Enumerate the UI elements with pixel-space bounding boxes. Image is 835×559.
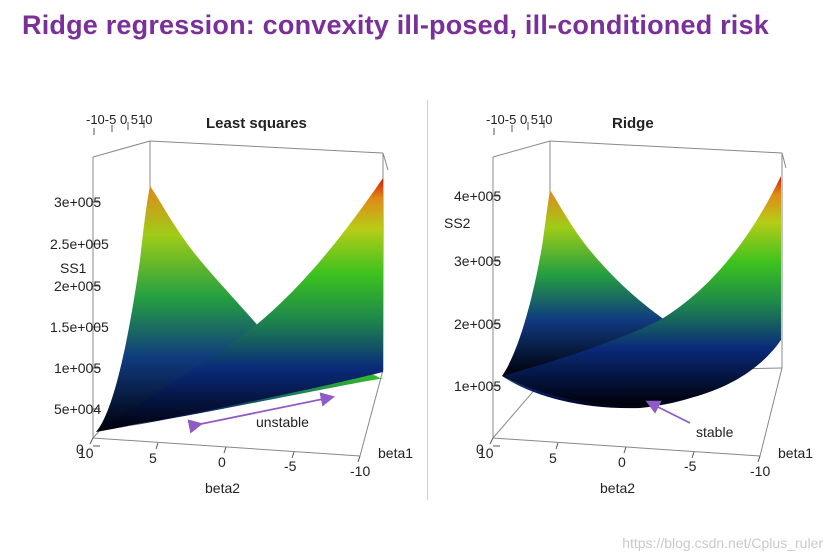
left-z-label: SS1: [60, 260, 87, 276]
right-x-tick-1: 5: [549, 450, 557, 466]
right-top-axis-ticks: -10-5 0 510: [486, 112, 553, 127]
right-top-ticks: [493, 120, 545, 135]
right-x-label: beta2: [600, 480, 635, 496]
left-annotation: unstable: [256, 414, 309, 430]
left-annotation-arrow: [187, 392, 336, 434]
left-z-tick-0: 3e+005: [54, 194, 101, 210]
right-z-tick-1: 3e+005: [454, 253, 501, 269]
left-z-tick-1: 2.5e+005: [50, 236, 109, 252]
left-z-tick-4: 1e+005: [54, 360, 101, 376]
left-z-ticks: [93, 201, 100, 447]
right-x-tick-2: 0: [618, 454, 626, 470]
left-x-tick-4: -10: [350, 463, 370, 479]
watermark: https://blog.csdn.net/Cplus_ruler: [622, 535, 823, 551]
left-plot-title: Least squares: [206, 115, 307, 132]
right-annotation: stable: [696, 424, 734, 440]
right-x-tickmarks: [489, 437, 761, 463]
ridge-plot: -10-5 0 510 Ridge 4e+005 3e+005 2e+005 1…: [444, 112, 813, 496]
left-x-tick-2: 0: [218, 454, 226, 470]
left-y-label: beta1: [378, 445, 413, 461]
right-x-tick-0: 10: [478, 445, 494, 461]
left-z-tick-2: 2e+005: [54, 278, 101, 294]
right-z-tick-0: 4e+005: [454, 188, 501, 204]
slide-title: Ridge regression: convexity ill-posed, i…: [22, 10, 769, 40]
right-z-tick-3: 1e+005: [454, 378, 501, 394]
right-surface-peak: [502, 190, 672, 376]
right-z-tick-2: 2e+005: [454, 316, 501, 332]
right-surface-wing: [502, 176, 781, 406]
right-x-tick-4: -10: [750, 463, 770, 479]
right-y-label: beta1: [778, 445, 813, 461]
right-z-ticks: [493, 195, 500, 447]
left-x-tick-1: 5: [149, 450, 157, 466]
left-x-tickmarks: [89, 437, 361, 463]
right-z-tick-4: 0: [476, 441, 484, 457]
plot-divider: [427, 100, 428, 500]
right-z-label: SS2: [444, 215, 471, 231]
left-z-tick-3: 1.5e+005: [50, 319, 109, 335]
left-z-tick-5: 5e+004: [54, 401, 101, 417]
left-top-axis-ticks: -10-5 0 510: [86, 112, 153, 127]
left-top-ticks: [93, 120, 145, 135]
right-plot-title: Ridge: [612, 115, 654, 132]
right-x-tick-3: -5: [684, 458, 697, 474]
least-squares-plot: -10-5 0 510 Least squares 3e+005 2.5e+00…: [50, 112, 413, 496]
right-annotation-arrow: [645, 400, 691, 424]
left-x-label: beta2: [205, 480, 240, 496]
left-z-tick-6: 0: [76, 441, 84, 457]
left-surface-wing: [96, 178, 383, 432]
left-x-tick-0: 10: [78, 445, 94, 461]
left-x-tick-3: -5: [284, 458, 297, 474]
